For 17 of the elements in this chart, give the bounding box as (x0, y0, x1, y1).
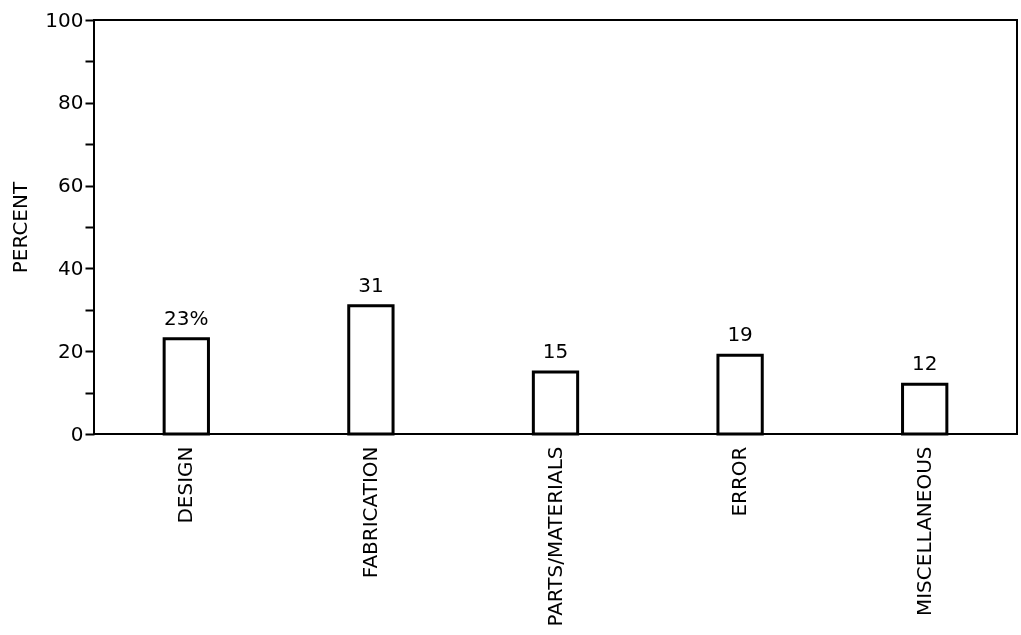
y-tick-label: 100 (45, 7, 84, 32)
data-label: 12 (911, 351, 938, 376)
x-tick-label: MISCELLANEOUS (911, 446, 936, 617)
y-tick-label: 60 (58, 173, 84, 198)
data-label: 23% (164, 305, 209, 330)
data-label: 15 (542, 338, 569, 363)
data-label: 31 (358, 272, 384, 297)
y-tick-label: 40 (58, 255, 84, 280)
x-tick-label: DESIGN (173, 446, 198, 524)
y-axis-title: PERCENT (8, 181, 33, 274)
y-tick-label: 0 (70, 421, 84, 446)
x-tick-label: PARTS/MATERIALS (542, 446, 567, 627)
y-tick-label: 80 (58, 90, 84, 115)
x-tick-label: FABRICATION (357, 446, 382, 579)
y-tick-label: 20 (58, 338, 84, 363)
x-tick-label: ERROR (727, 446, 752, 517)
data-label: 19 (727, 322, 753, 347)
